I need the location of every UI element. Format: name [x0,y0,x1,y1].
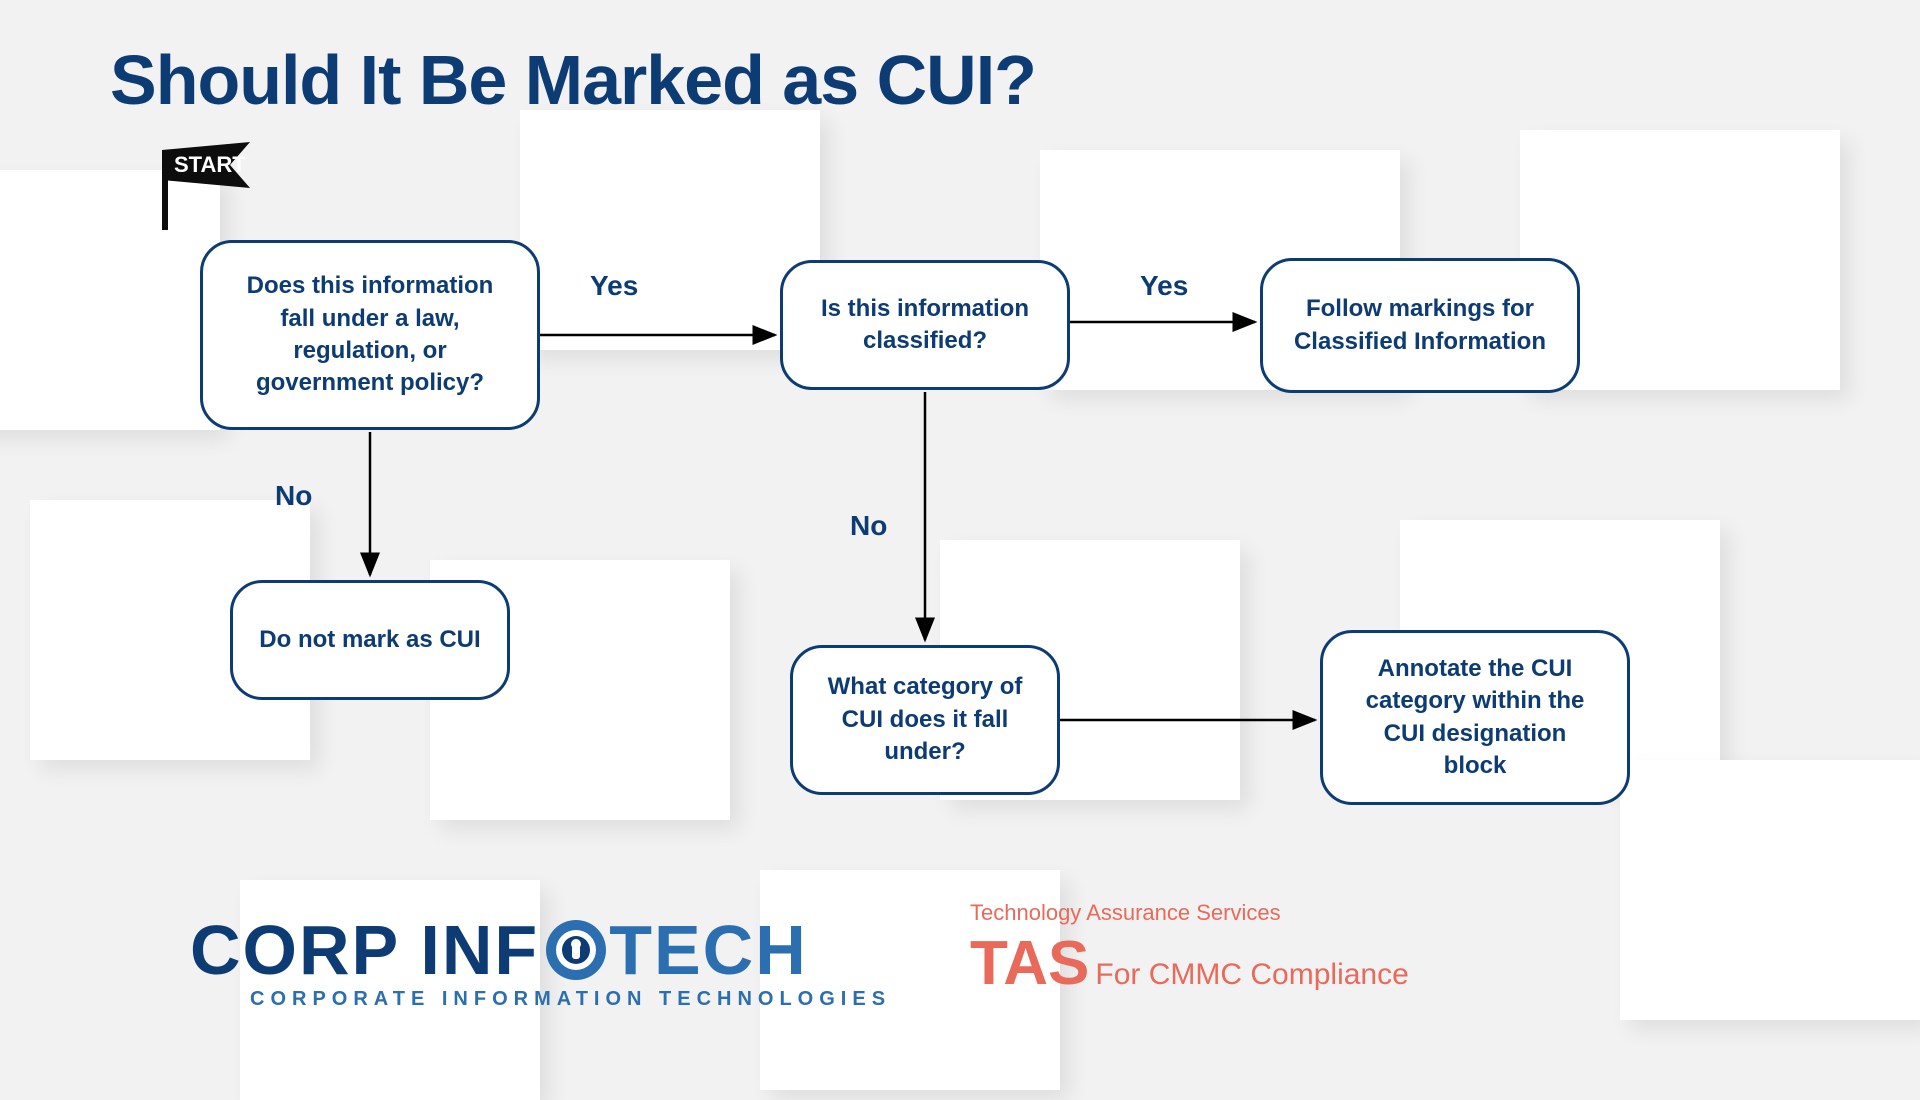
flow-edge-label: Yes [1140,270,1188,302]
tas-logo-tail: For CMMC Compliance [1095,958,1408,992]
logo1-part-a: CORP INF [190,910,539,990]
flow-edge-label: No [850,510,887,542]
tas-logo: TAS For CMMC Compliance [970,928,1409,999]
flow-edge-label: No [275,480,312,512]
corp-info-tech-tagline: CORPORATE INFORMATION TECHNOLOGIES [250,988,891,1011]
logo1-part-b: TECH [609,910,808,990]
tas-logo-top: Technology Assurance Services [970,900,1281,926]
flow-edge-label: Yes [590,270,638,302]
tas-logo-big: TAS [970,928,1089,999]
corp-info-tech-logo: CORP INF TECH [190,910,808,990]
